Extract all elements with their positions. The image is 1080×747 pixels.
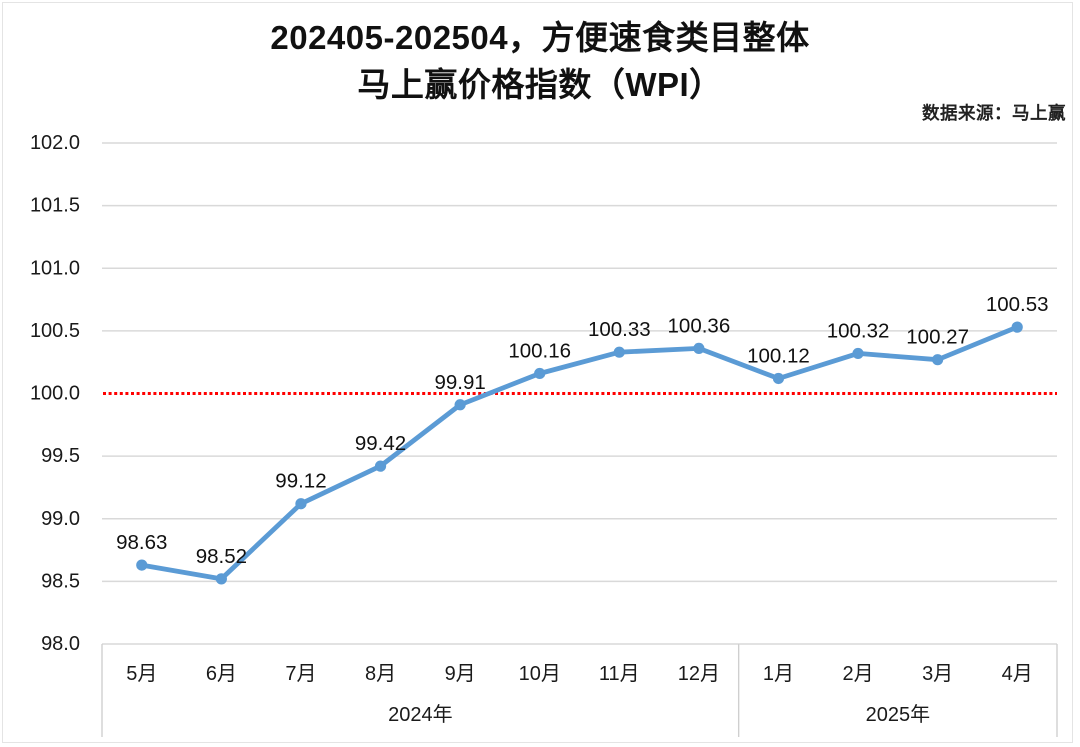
data-point-label: 100.32 [827,319,890,342]
y-tick-label: 98.0 [41,633,80,655]
x-month-label: 6月 [206,663,237,685]
x-year-label: 2025年 [866,703,931,726]
y-tick-label: 100.0 [30,383,80,405]
data-point-marker [136,559,148,571]
data-point-marker [932,354,944,366]
y-tick-label: 101.5 [30,195,80,217]
chart-title-line2: 马上赢价格指数（WPI） [357,66,723,103]
data-point-label: 100.27 [906,326,969,349]
data-source-note: 数据来源：马上赢 [922,103,1066,123]
x-month-label: 3月 [922,663,953,685]
y-tick-label: 99.5 [41,445,80,467]
data-point-label: 99.12 [275,470,326,493]
y-tick-label: 99.0 [41,508,80,530]
data-point-label: 100.53 [986,293,1049,316]
data-point-label: 100.16 [508,339,571,362]
data-point-marker [772,372,785,385]
data-point-marker [613,346,625,358]
x-month-label: 1月 [763,663,794,685]
data-point-marker [454,399,466,411]
data-point-label: 98.52 [196,545,247,568]
x-month-label: 4月 [1002,663,1033,685]
data-point-label: 98.63 [116,531,167,554]
x-month-label: 2月 [842,663,873,685]
y-tick-label: 102.0 [30,132,80,154]
chart-title: 202405-202504，方便速食类目整体 马上赢价格指数（WPI） [0,14,1080,108]
x-year-label: 2024年 [388,703,453,726]
data-point-label: 100.12 [747,344,810,367]
data-point-marker [1011,321,1023,333]
x-month-label: 5月 [126,663,157,685]
series-line [139,324,1020,582]
y-tick-label: 101.0 [30,257,80,279]
x-month-label: 12月 [678,663,720,685]
y-tick-label: 98.5 [41,570,80,592]
data-point-marker [295,498,307,510]
data-point-label: 99.42 [355,432,406,455]
data-point-label: 99.91 [434,371,485,394]
data-point-marker [693,342,705,355]
x-month-label: 7月 [285,663,316,685]
x-month-label: 9月 [445,663,476,685]
x-month-label: 10月 [519,663,561,685]
data-point-marker [852,347,864,360]
y-tick-label: 100.5 [30,320,80,342]
data-point-marker [374,460,387,472]
data-point-label: 100.36 [668,314,731,337]
x-month-label: 11月 [599,663,640,685]
data-point-marker [215,573,227,585]
data-point-label: 100.33 [588,318,651,341]
chart-title-line1: 202405-202504，方便速食类目整体 [270,19,810,56]
x-month-label: 8月 [365,663,396,685]
data-point-marker [534,367,546,380]
